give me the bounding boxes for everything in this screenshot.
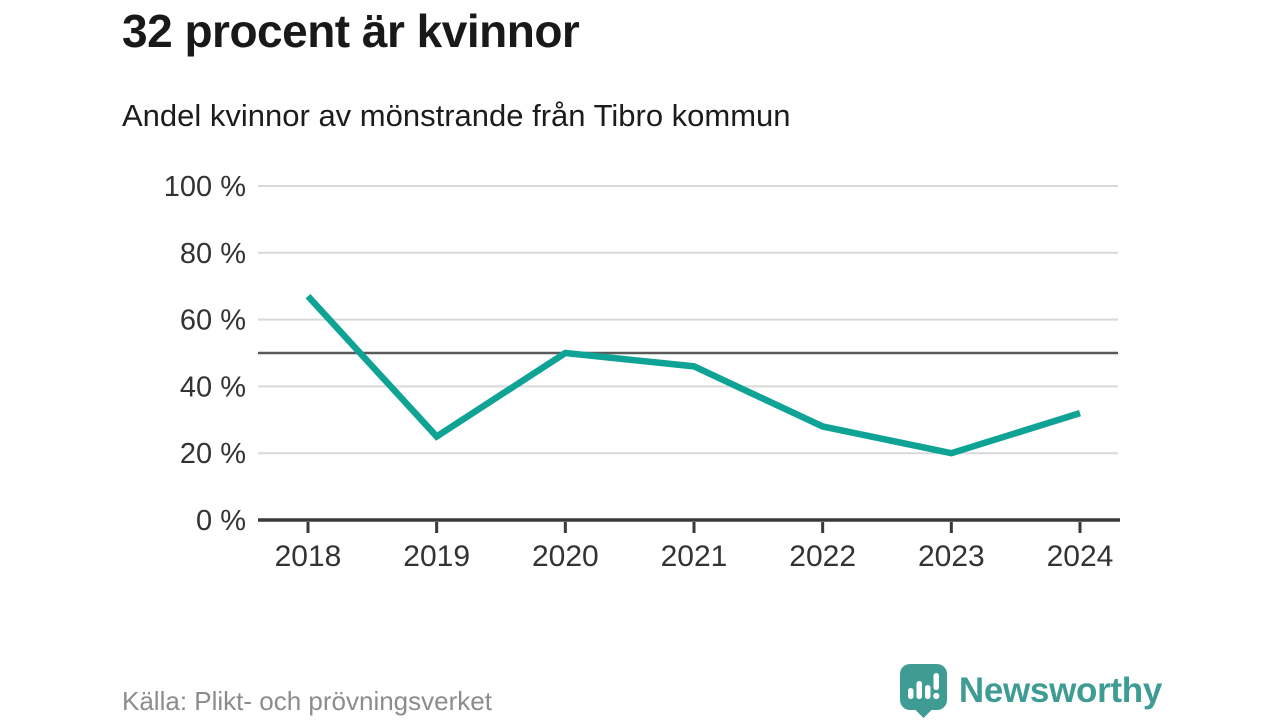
y-axis-tick-label: 40 %: [180, 371, 246, 403]
x-axis-tick-label: 2020: [532, 540, 599, 573]
x-axis-tick-label: 2022: [789, 540, 856, 573]
data-line-andel-kvinnor: [305, 294, 1081, 457]
newsworthy-logo-icon: [899, 664, 947, 718]
newsworthy-logo: Newsworthy: [899, 664, 1162, 718]
x-axis-tick-label: 2021: [661, 540, 728, 573]
y-axis-tick-label: 60 %: [180, 305, 246, 337]
y-axis-tick-label: 100 %: [164, 171, 246, 203]
newsworthy-logo-text: Newsworthy: [958, 671, 1162, 710]
x-axis-tick-label: 2018: [275, 540, 342, 573]
y-axis-tick-label: 80 %: [180, 238, 246, 270]
y-axis-tick-label: 0 %: [196, 505, 246, 537]
chart-title: 32 procent är kvinnor: [122, 5, 580, 57]
x-axis-tick-label: 2023: [918, 540, 985, 573]
x-axis-tick-label: 2019: [403, 540, 470, 573]
chart-subtitle: Andel kvinnor av mönstrande från Tibro k…: [122, 98, 791, 133]
source-note: Källa: Plikt- och prövningsverket: [122, 686, 492, 716]
x-axis-tick-label: 2024: [1047, 540, 1114, 573]
y-axis-tick-label: 20 %: [180, 438, 246, 470]
